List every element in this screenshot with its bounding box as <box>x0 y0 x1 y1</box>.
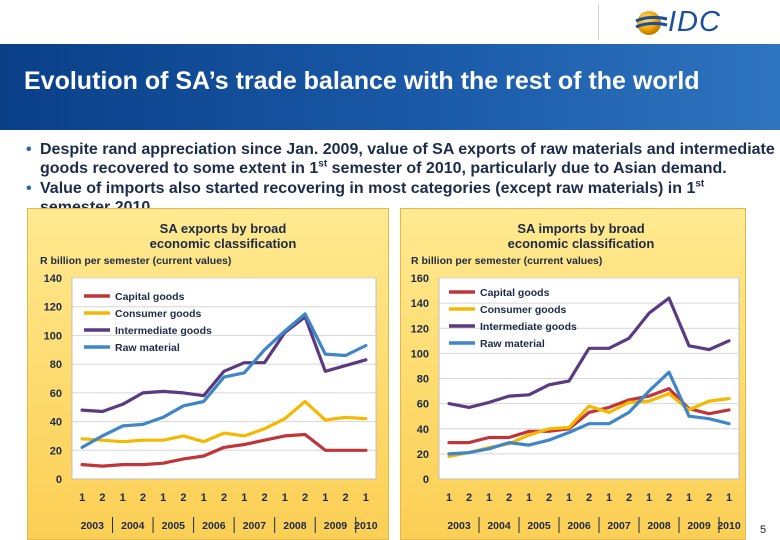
exports-ytick-label: 20 <box>50 445 62 457</box>
imports-xtick-label: 2 <box>506 492 512 504</box>
idc-logo-text: IDC <box>668 6 721 38</box>
imports-xtick-label: 2 <box>626 492 632 504</box>
exports-ytick-label: 140 <box>44 273 62 285</box>
exports-year-label: 2010 <box>354 520 378 532</box>
exports-xtick-label: 2 <box>140 492 146 504</box>
imports-xtick-label: 1 <box>686 492 692 504</box>
exports-xtick-label: 1 <box>322 492 328 504</box>
exports-xtick-label: 1 <box>282 492 288 504</box>
imports-ytick-label: 20 <box>417 449 429 461</box>
exports-year-label: 2007 <box>243 520 267 532</box>
imports-ytick-label: 120 <box>411 323 429 335</box>
exports-year-label: 2003 <box>81 520 105 532</box>
exports-chart-panel: SA exports by broad economic classificat… <box>27 208 389 540</box>
imports-ytick-label: 140 <box>411 298 429 310</box>
imports-xtick-label: 1 <box>446 492 452 504</box>
imports-year-label: 2003 <box>447 520 471 532</box>
exports-ytick-label: 120 <box>44 302 62 314</box>
imports-year-label: 2006 <box>567 520 591 532</box>
imports-ytick-label: 40 <box>417 424 429 436</box>
exports-xtick-label: 1 <box>241 492 247 504</box>
exports-xtick-label: 2 <box>302 492 308 504</box>
bullet-item-1: Despite rand appreciation since Jan. 200… <box>26 140 776 178</box>
exports-year-label: 2004 <box>121 520 145 532</box>
imports-xtick-label: 1 <box>726 492 732 504</box>
imports-year-label: 2009 <box>687 520 711 532</box>
imports-xtick-label: 1 <box>486 492 492 504</box>
imports-xtick-label: 1 <box>646 492 652 504</box>
page-number: 5 <box>760 524 767 536</box>
imports-chart-ylabel: R billion per semester (current values) <box>411 255 603 267</box>
exports-year-label: 2009 <box>324 520 348 532</box>
imports-ytick-label: 0 <box>423 474 429 486</box>
imports-series-raw <box>447 370 731 456</box>
exports-year-label: 2008 <box>283 520 307 532</box>
exports-ytick-label: 80 <box>50 359 62 371</box>
logo-divider <box>598 4 599 40</box>
imports-chart-panel: SA imports by broad economic classificat… <box>400 208 746 540</box>
imports-xtick-label: 1 <box>606 492 612 504</box>
imports-year-label: 2007 <box>607 520 631 532</box>
exports-year-label: 2005 <box>162 520 186 532</box>
bullet-list: Despite rand appreciation since Jan. 200… <box>26 140 776 218</box>
imports-xtick-label: 2 <box>706 492 712 504</box>
exports-xtick-label: 2 <box>221 492 227 504</box>
exports-year-label: 2006 <box>202 520 226 532</box>
exports-chart-title: SA exports by broad economic classificat… <box>149 221 297 251</box>
imports-xtick-label: 1 <box>526 492 532 504</box>
exports-series-capital <box>80 432 368 468</box>
exports-ytick-label: 60 <box>50 388 62 400</box>
page-title: Evolution of SA’s trade balance with the… <box>24 67 700 95</box>
imports-year-label: 2004 <box>487 520 511 532</box>
imports-legend-label-intermediate: Intermediate goods <box>480 321 577 333</box>
exports-series-consumer <box>80 399 368 444</box>
imports-legend-label-consumer: Consumer goods <box>480 304 566 316</box>
exports-xtick-label: 1 <box>79 492 85 504</box>
header-logo-area: IDC <box>0 0 780 44</box>
exports-xtick-label: 2 <box>180 492 186 504</box>
exports-legend-label-capital: Capital goods <box>115 291 185 303</box>
imports-xtick-label: 1 <box>566 492 572 504</box>
imports-year-label: 2005 <box>527 520 551 532</box>
exports-series-raw <box>80 312 368 449</box>
exports-xtick-label: 2 <box>343 492 349 504</box>
exports-ytick-label: 40 <box>50 417 62 429</box>
imports-series-intermediate <box>447 296 731 409</box>
exports-xtick-label: 1 <box>363 492 369 504</box>
idc-globe-icon <box>635 11 668 35</box>
imports-year-label: 2010 <box>717 520 741 532</box>
imports-chart: 0 20 40 60 80 100 120 140 160 1 2 1 2 1 2 1 2 1 2 1 2 1 2 1 2003… <box>411 273 741 533</box>
exports-chart-ylabel: R billion per semester (current values) <box>40 255 232 267</box>
imports-legend-label-raw: Raw material <box>480 338 545 350</box>
exports-xtick-label: 2 <box>99 492 105 504</box>
exports-series-intermediate <box>80 315 368 414</box>
exports-legend-label-consumer: Consumer goods <box>115 308 201 320</box>
exports-ytick-label: 100 <box>44 330 62 342</box>
imports-ytick-label: 160 <box>411 273 429 285</box>
imports-ytick-label: 60 <box>417 399 429 411</box>
imports-legend-label-capital: Capital goods <box>480 287 550 299</box>
imports-xtick-label: 2 <box>586 492 592 504</box>
exports-xtick-label: 1 <box>160 492 166 504</box>
exports-xtick-label: 1 <box>201 492 207 504</box>
imports-chart-title: SA imports by broad economic classificat… <box>507 221 655 251</box>
exports-xtick-label: 1 <box>120 492 126 504</box>
imports-xtick-label: 2 <box>466 492 472 504</box>
imports-year-label: 2008 <box>647 520 671 532</box>
exports-legend-label-raw: Raw material <box>115 342 180 354</box>
title-bar <box>0 44 780 130</box>
imports-ytick-label: 100 <box>411 348 429 360</box>
imports-xtick-label: 2 <box>546 492 552 504</box>
exports-legend-label-intermediate: Intermediate goods <box>115 325 212 337</box>
exports-chart: 0 20 40 60 80 100 120 140 1 2 1 2 1 2 1 2 1 2 1 2 1 2 1 2003 200… <box>44 273 378 533</box>
imports-xtick-label: 2 <box>666 492 672 504</box>
imports-ytick-label: 80 <box>417 374 429 386</box>
exports-ytick-label: 0 <box>56 474 62 486</box>
exports-xtick-label: 2 <box>261 492 267 504</box>
